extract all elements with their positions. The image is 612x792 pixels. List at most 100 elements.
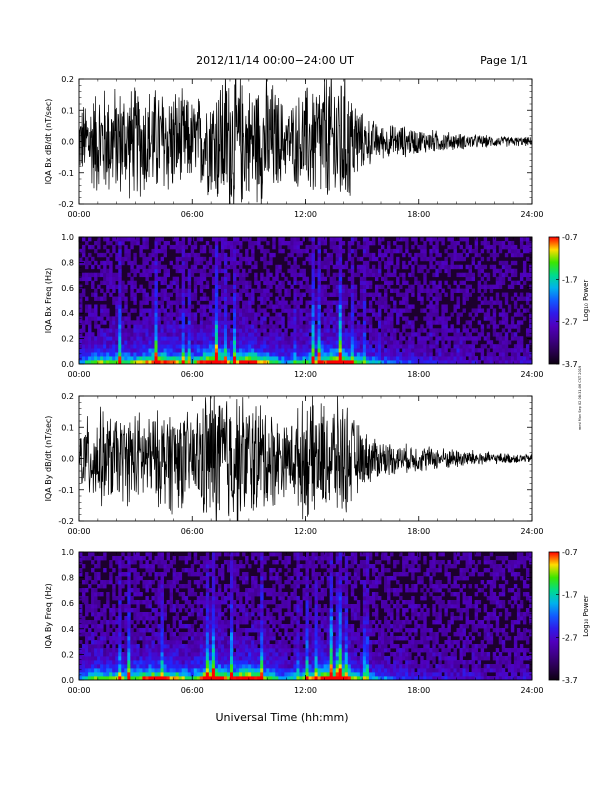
spectrogram-cell [444, 356, 448, 361]
spectrogram-cell [211, 592, 216, 597]
spectrogram-cell [399, 344, 403, 349]
spectrogram-cell [465, 292, 469, 297]
spectrogram-cell [365, 248, 370, 254]
spectrogram-cell [233, 568, 237, 573]
spectrogram-cell [169, 560, 174, 565]
spectrogram-cell [124, 252, 128, 258]
spectrogram-cell [148, 356, 152, 361]
spectrogram-cell [100, 320, 104, 325]
spectrogram-cell [184, 600, 189, 605]
spectrogram-cell [160, 256, 164, 262]
spectrogram-cell [133, 252, 137, 258]
spectrogram-cell [226, 672, 231, 677]
spectrogram-cell [371, 240, 376, 246]
spectrogram-cell [453, 240, 457, 246]
spectrogram-cell [157, 237, 161, 242]
spectrogram-cell [220, 628, 225, 633]
spectrogram-cell [296, 336, 300, 341]
spectrogram-cell [489, 352, 494, 357]
spectrogram-cell [205, 632, 210, 637]
spectrogram-cell [359, 300, 364, 305]
spectrogram-cell [142, 668, 146, 673]
spectrogram-cell [220, 672, 225, 677]
spectrogram-cell [335, 352, 340, 357]
spectrogram-cell [106, 288, 110, 293]
spectrogram-cell [293, 268, 297, 274]
spectrogram-cell [190, 336, 195, 341]
spectrogram-cell [338, 276, 343, 282]
spectrogram-cell [269, 304, 273, 309]
spectrogram-cell [82, 276, 86, 282]
spectrogram-cell [338, 272, 343, 278]
spectrogram-cell [323, 336, 328, 341]
spectrogram-cell [109, 240, 113, 246]
spectrogram-cell [160, 300, 164, 305]
spectrogram-cell [88, 668, 92, 673]
spectrogram-cell [217, 624, 222, 629]
spectrogram-cell [166, 352, 170, 357]
spectrogram-cell [245, 344, 249, 349]
spectrogram-cell [79, 340, 83, 345]
spectrogram-cell [133, 676, 137, 680]
spectrogram-cell [178, 620, 183, 625]
spectrogram-cell [423, 280, 427, 286]
spectrogram-cell [79, 260, 83, 266]
spectrogram-cell [287, 288, 291, 293]
spectrogram-cell [233, 248, 237, 254]
spectrogram-cell [287, 316, 291, 321]
spectrogram-cell [217, 676, 222, 680]
spectrogram-cell [100, 288, 104, 293]
spectrogram-cell [193, 288, 198, 293]
spectrogram-cell [242, 344, 246, 349]
spectrogram-cell [151, 624, 155, 629]
spectrogram-cell [121, 348, 125, 353]
spectrogram-cell [302, 336, 306, 341]
spectrogram-cell [124, 628, 128, 633]
spectrogram-cell [528, 240, 532, 246]
spectrogram-cell [202, 676, 207, 680]
spectrogram-cell [456, 336, 460, 341]
spectrogram-cell [323, 356, 328, 361]
spectrogram-cell [498, 332, 503, 337]
spectrogram-cell [97, 576, 101, 581]
spectrogram-cell [208, 336, 213, 341]
spectrogram-cell [118, 616, 122, 621]
spectrogram-cell [223, 560, 228, 565]
spectrogram-cell [432, 356, 436, 361]
spectrogram-cell [504, 348, 509, 353]
spectrogram-cell [109, 576, 113, 581]
spectrogram-cell [293, 276, 297, 282]
spectrogram-cell [199, 348, 204, 353]
spectrogram-cell [142, 572, 146, 577]
spectrogram-cell [118, 320, 122, 325]
spectrogram-cell [519, 252, 524, 258]
spectrogram-cell [326, 252, 331, 258]
spectrogram-cell [187, 320, 192, 325]
spectrogram-cell [242, 312, 246, 317]
spectrogram-cell [175, 660, 180, 665]
spectrogram-cell [236, 260, 240, 266]
spectrogram-cell [157, 340, 161, 345]
spectrogram-cell [193, 656, 198, 661]
spectrogram-cell [91, 620, 95, 625]
spectrogram-cell [308, 300, 312, 305]
spectrogram-cell [329, 312, 334, 317]
spectrogram-cell [269, 332, 273, 337]
spectrogram-cell [420, 264, 424, 270]
spectrogram-cell [163, 312, 167, 317]
spectrogram-cell [230, 360, 234, 364]
spectrogram-cell [184, 292, 189, 297]
spectrogram-cell [181, 676, 186, 680]
spectrogram-cell [239, 336, 243, 341]
spectrogram-cell [254, 356, 258, 361]
spectrogram-cell [317, 328, 321, 333]
spectrogram-cell [411, 356, 415, 361]
spectrogram-cell [390, 336, 394, 341]
spectrogram-cell [124, 304, 128, 309]
spectrogram-cell [287, 304, 291, 309]
spectrogram-cell [169, 344, 174, 349]
spectrogram-cell [127, 672, 131, 677]
spectrogram-cell [223, 652, 228, 657]
spectrogram-cell [450, 244, 454, 250]
spectrogram-cell [139, 332, 143, 337]
